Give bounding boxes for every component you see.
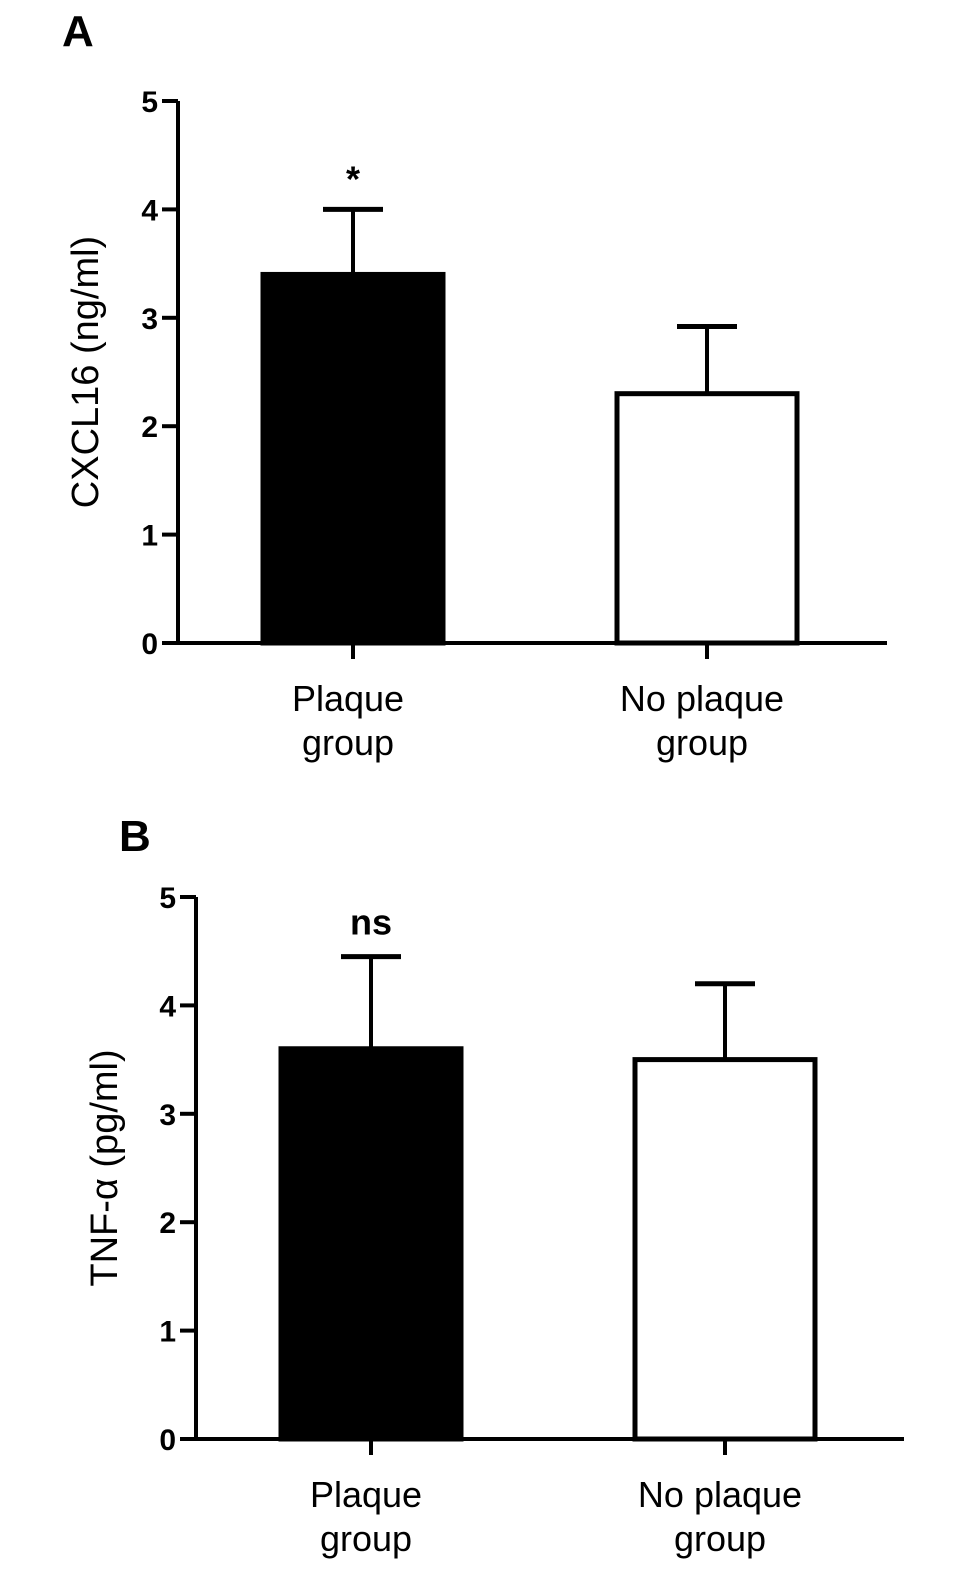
x-tick-label: group bbox=[320, 1518, 412, 1559]
x-tick-label: No plaque bbox=[620, 678, 784, 719]
panel-label: A bbox=[62, 7, 94, 56]
x-tick-label: group bbox=[302, 722, 394, 763]
y-tick-label: 4 bbox=[159, 990, 176, 1023]
x-tick-label: No plaque bbox=[638, 1474, 802, 1515]
y-tick-label: 3 bbox=[159, 1099, 176, 1132]
y-tick-label: 1 bbox=[159, 1316, 176, 1349]
x-tick-label: group bbox=[656, 722, 748, 763]
y-tick-label: 3 bbox=[141, 303, 158, 336]
y-tick-label: 2 bbox=[141, 411, 158, 444]
y-tick-label: 5 bbox=[159, 882, 176, 915]
y-axis-label: TNF-α (pg/ml) bbox=[84, 1049, 126, 1286]
x-tick-label: Plaque bbox=[292, 678, 404, 719]
y-axis-label: CXCL16 (ng/ml) bbox=[65, 236, 107, 508]
significance-label: * bbox=[346, 158, 360, 199]
y-tick-label: 1 bbox=[141, 520, 158, 553]
significance-label: ns bbox=[350, 902, 392, 943]
bar bbox=[632, 1057, 818, 1442]
y-tick-label: 4 bbox=[141, 194, 158, 227]
x-tick-label: group bbox=[674, 1518, 766, 1559]
panel-label: B bbox=[119, 812, 151, 861]
y-tick-label: 0 bbox=[141, 628, 158, 661]
bar bbox=[278, 1046, 464, 1442]
bar bbox=[260, 271, 446, 646]
y-tick-label: 0 bbox=[159, 1424, 176, 1457]
x-tick-label: Plaque bbox=[310, 1474, 422, 1515]
bar bbox=[614, 391, 800, 646]
y-tick-label: 5 bbox=[141, 86, 158, 119]
y-tick-label: 2 bbox=[159, 1207, 176, 1240]
